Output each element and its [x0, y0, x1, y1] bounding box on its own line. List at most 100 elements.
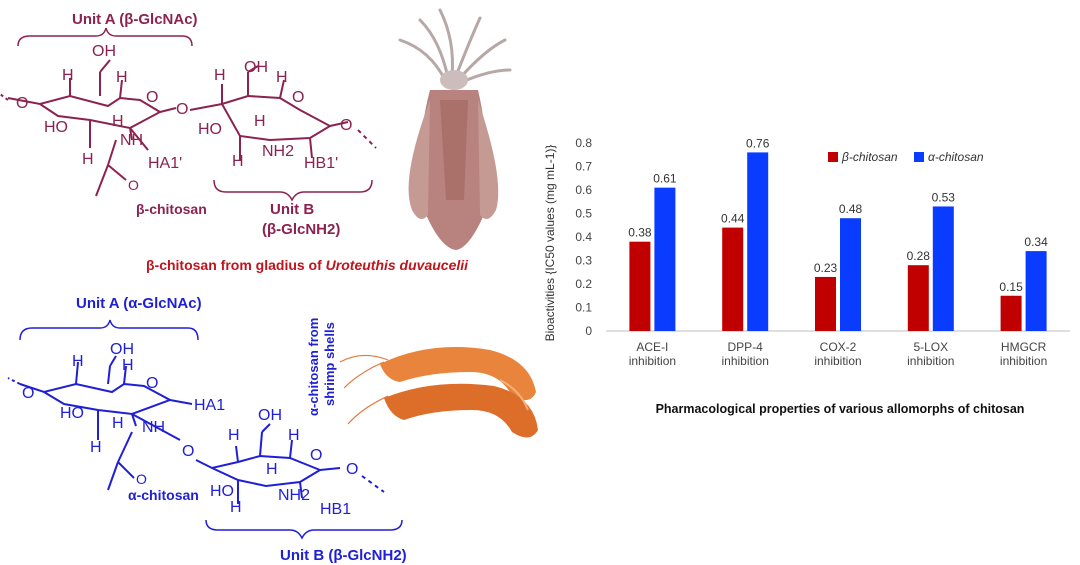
alpha-unit-b-title: Unit B (β-GlcNH2) — [280, 547, 407, 564]
legend-swatch-beta — [828, 152, 838, 162]
alpha-h-8: H — [230, 499, 242, 516]
bar-value-label: 0.76 — [746, 136, 770, 150]
x-category-label: inhibition — [814, 354, 861, 368]
beta-nh2: NH2 — [262, 143, 294, 160]
alpha-h-2: H — [122, 357, 134, 374]
x-category-label: HMGCR — [1001, 340, 1047, 354]
beta-ho-1: HO — [44, 119, 68, 136]
legend-label-alpha: α-chitosan — [928, 150, 984, 164]
x-category-label: ACE-I — [636, 340, 668, 354]
bar-beta-4 — [1000, 295, 1022, 331]
y-axis-ticks: 0 0.1 0.2 0.3 0.4 0.5 0.6 0.7 0.8 — [575, 136, 592, 338]
alpha-h-6: H — [288, 427, 300, 444]
alpha-h-4: H — [90, 439, 102, 456]
alpha-h-7: H — [266, 461, 278, 478]
alpha-ho-1: HO — [60, 405, 84, 422]
alpha-h-5: H — [228, 427, 240, 444]
y-tick-label: 0.1 — [575, 301, 592, 315]
bar-alpha-1 — [747, 152, 769, 331]
beta-ha-label: HA1' — [148, 155, 182, 172]
beta-h-7: H — [254, 113, 266, 130]
beta-ho-2: HO — [198, 121, 222, 138]
beta-h-3: H — [112, 113, 124, 130]
beta-o-ring-a: O — [146, 89, 158, 106]
x-category-label: DPP-4 — [728, 340, 764, 354]
legend-label-beta: β-chitosan — [841, 150, 898, 164]
alpha-ho-2: HO — [210, 483, 234, 500]
y-tick-label: 0.2 — [575, 277, 592, 291]
beta-h-4: H — [82, 151, 94, 168]
y-tick-label: 0.8 — [575, 136, 592, 150]
y-tick-label: 0.4 — [575, 230, 592, 244]
beta-h-8: H — [232, 153, 244, 170]
beta-o-left: O — [16, 95, 28, 112]
chart-legend: β-chitosan α-chitosan — [828, 150, 984, 164]
beta-o-carbonyl: O — [128, 177, 139, 193]
alpha-ring-b — [195, 423, 385, 504]
alpha-ha-label: HA1 — [194, 397, 225, 414]
alpha-nh: NH — [142, 419, 165, 436]
x-category-label: inhibition — [722, 354, 769, 368]
alpha-oh-1: OH — [110, 341, 134, 358]
legend-swatch-alpha — [914, 152, 924, 162]
y-tick-label: 0.6 — [575, 183, 592, 197]
alpha-chitosan-structure: Unit A (α-GlcNAc) O H OH H O HO H NH H H… — [7, 295, 407, 564]
x-category-label: inhibition — [907, 354, 954, 368]
squid-image — [398, 8, 512, 250]
beta-hb-label: HB1' — [304, 155, 338, 172]
bar-value-label: 0.38 — [628, 226, 652, 240]
chart-title: Pharmacological properties of various al… — [656, 402, 1025, 416]
beta-unit-b-title: Unit B — [270, 201, 314, 218]
y-tick-label: 0.5 — [575, 207, 592, 221]
beta-h-1: H — [62, 67, 74, 84]
bar-value-label: 0.48 — [839, 202, 863, 216]
alpha-o-ring-b: O — [310, 447, 322, 464]
beta-unit-b-bracket — [213, 179, 373, 202]
alpha-o-left: O — [22, 385, 34, 402]
alpha-hb-label: HB1 — [320, 501, 351, 518]
beta-h-6: H — [276, 69, 288, 86]
beta-chitosan-structure: Unit A (β-GlcNAc) O H OH H O HO H NH H H… — [0, 11, 469, 273]
bar-series: 0.38 0.61 0.44 0.76 0.23 0.48 0.28 0.53 0.15 0.34 — [628, 136, 1048, 331]
bar-value-label: 0.61 — [653, 172, 677, 186]
alpha-shrimp-label-2: shrimp shells — [322, 322, 337, 406]
bar-value-label: 0.44 — [721, 212, 745, 226]
alpha-shrimp-label-1: α-chitosan from — [306, 318, 321, 416]
y-axis-label: Bioactivities {IC50 values (mg mL-1)} — [543, 145, 557, 342]
bar-alpha-3 — [932, 206, 954, 331]
x-category-label: COX-2 — [820, 340, 857, 354]
bar-alpha-0 — [654, 187, 676, 331]
beta-o-ring-b: O — [292, 89, 304, 106]
beta-o-right: O — [340, 117, 352, 134]
alpha-oh-2: OH — [258, 407, 282, 424]
alpha-o-carbonyl: O — [136, 471, 147, 487]
x-category-label: inhibition — [629, 354, 676, 368]
y-tick-label: 0.3 — [575, 254, 592, 268]
alpha-o-ring-a: O — [146, 375, 158, 392]
beta-unit-b-subtitle: (β-GlcNH2) — [262, 221, 340, 238]
bar-value-label: 0.28 — [907, 249, 931, 263]
bar-beta-2 — [815, 276, 836, 331]
alpha-unit-a-bracket — [19, 319, 199, 341]
bar-beta-0 — [629, 241, 651, 331]
bar-value-label: 0.15 — [999, 280, 1023, 294]
bar-value-label: 0.34 — [1024, 235, 1048, 249]
beta-h-2: H — [116, 69, 128, 86]
alpha-unit-a-title: Unit A (α-GlcNAc) — [76, 295, 202, 312]
beta-nh: NH — [120, 132, 143, 149]
beta-unit-a-bracket — [17, 27, 193, 47]
bar-value-label: 0.23 — [814, 261, 838, 275]
x-axis-categories: ACE-IinhibitionDPP-4inhibitionCOX-2inhib… — [629, 340, 1048, 368]
beta-oh-1: OH — [92, 43, 116, 60]
beta-o-bridge: O — [176, 101, 188, 118]
alpha-ring-a — [7, 355, 193, 491]
bar-alpha-4 — [1025, 251, 1047, 331]
beta-h-5: H — [214, 67, 226, 84]
chitosan-structure-scheme: Unit A (β-GlcNAc) O H OH H O HO H NH H H… — [0, 8, 538, 564]
beta-unit-a-title: Unit A (β-GlcNAc) — [72, 11, 198, 28]
alpha-h-3: H — [112, 415, 124, 432]
beta-source-caption: β-chitosan from gladius of Uroteuthis du… — [146, 257, 469, 273]
alpha-nh2: NH2 — [278, 487, 310, 504]
y-tick-label: 0 — [585, 324, 592, 338]
x-category-label: inhibition — [1000, 354, 1047, 368]
